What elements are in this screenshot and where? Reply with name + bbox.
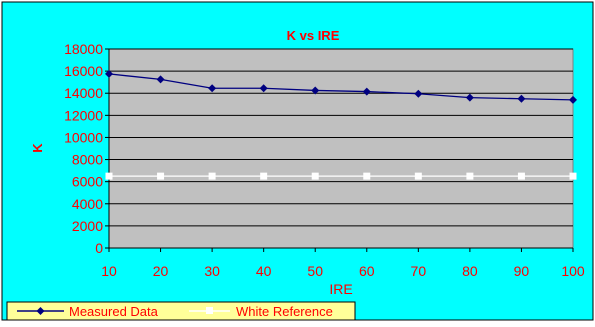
data-point-white-reference (105, 172, 113, 180)
x-tick-label: 80 (462, 263, 478, 279)
x-tick-label: 60 (359, 263, 375, 279)
data-point-white-reference (363, 172, 371, 180)
x-tick-label: 30 (204, 263, 220, 279)
y-tick-label: 16000 (64, 63, 103, 79)
x-tick-labels: 10 20 30 40 50 60 70 80 90 100 (101, 263, 585, 279)
y-tick-label: 10000 (64, 129, 103, 145)
data-point-measured (311, 86, 320, 95)
plot-area (108, 48, 574, 249)
legend: Measured Data White Reference (6, 301, 356, 321)
data-point-white-reference (157, 172, 165, 180)
x-axis-label: IRE (329, 281, 352, 297)
y-tick-label: 6000 (72, 174, 103, 190)
data-point-measured (517, 94, 526, 103)
x-tick-label: 50 (307, 263, 323, 279)
data-point-measured (105, 69, 113, 78)
y-tick-label: 0 (95, 240, 103, 256)
data-point-white-reference (311, 172, 319, 180)
grid-lines (105, 48, 574, 252)
data-point-measured (208, 84, 217, 93)
legend-white-ref-marker (206, 307, 213, 314)
data-point-white-reference (517, 172, 525, 180)
y-tick-label: 18000 (64, 41, 103, 57)
y-axis-label: K (30, 143, 45, 153)
y-tick-label: 2000 (72, 218, 103, 234)
data-point-measured (362, 87, 371, 96)
data-point-white-reference (414, 172, 422, 180)
data-point-white-reference (208, 172, 216, 180)
data-point-measured (569, 95, 577, 104)
chart-title: K vs IRE (287, 28, 340, 43)
x-tick-label: 40 (256, 263, 272, 279)
data-point-measured (414, 89, 423, 98)
data-point-measured (156, 75, 165, 84)
x-tick-label: 90 (514, 263, 530, 279)
data-point-white-reference (466, 172, 474, 180)
y-tick-label: 4000 (72, 196, 103, 212)
y-tick-label: 8000 (72, 152, 103, 168)
x-tick-label: 70 (411, 263, 427, 279)
series-layer (105, 69, 577, 180)
x-tick-label: 100 (561, 263, 585, 279)
data-point-measured (465, 93, 474, 102)
series-line-measured-data (108, 73, 574, 101)
x-tick-label: 10 (101, 263, 117, 279)
y-tick-label: 12000 (64, 107, 103, 123)
legend-box (6, 301, 356, 321)
data-point-measured (259, 84, 268, 93)
y-tick-label: 14000 (64, 85, 103, 101)
data-point-white-reference (569, 172, 577, 180)
y-tick-labels: 0 2000 4000 6000 8000 10000 12000 14000 16000 180… (64, 41, 103, 256)
x-tick-label: 20 (153, 263, 169, 279)
data-point-white-reference (260, 172, 268, 180)
legend-measured-marker (36, 307, 45, 315)
legend-white-ref-label: White Reference (236, 304, 333, 319)
legend-measured-label: Measured Data (69, 304, 159, 319)
axes (108, 49, 573, 249)
